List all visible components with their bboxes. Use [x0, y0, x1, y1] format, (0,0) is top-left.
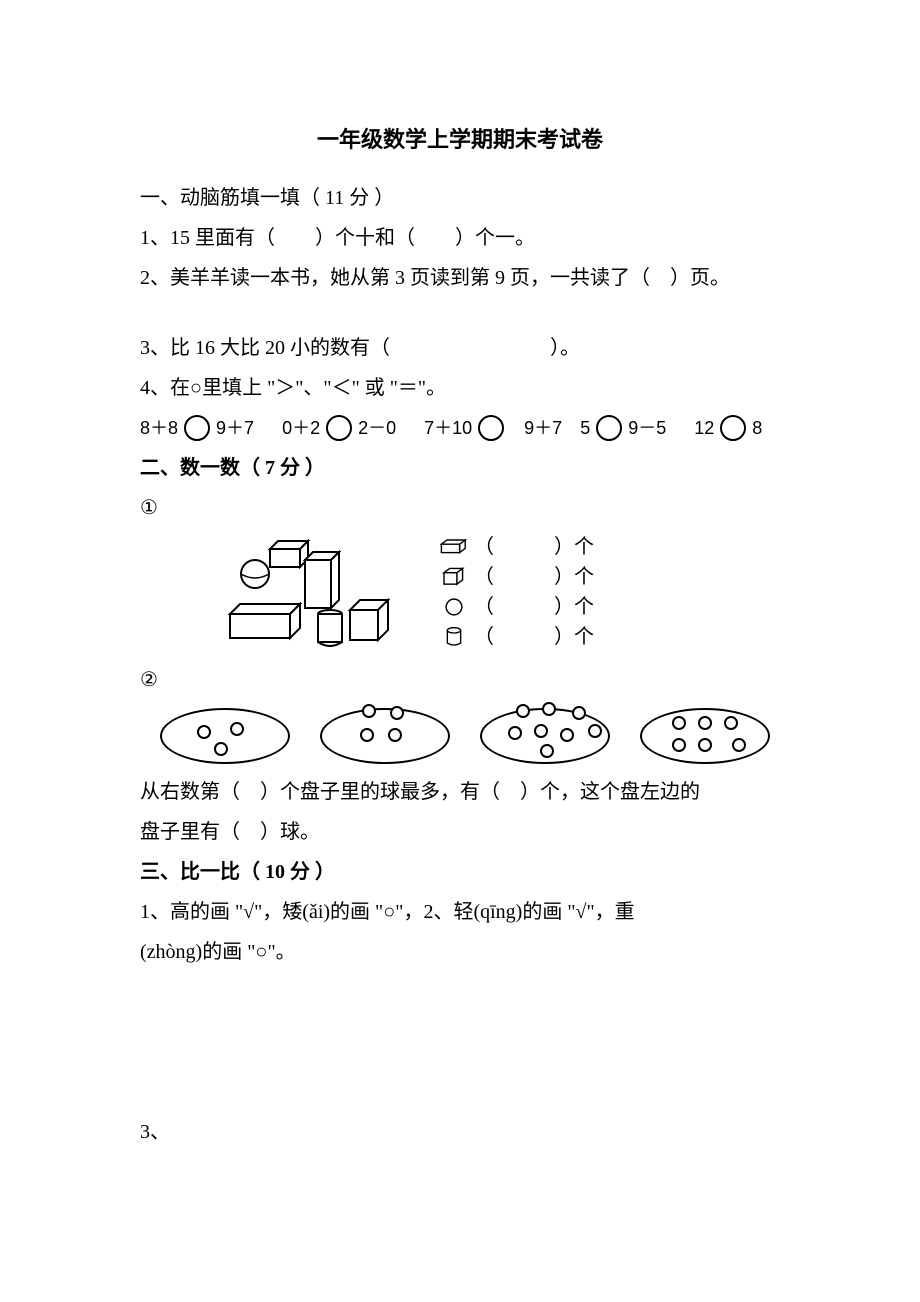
exam-title: 一年级数学上学期期末考试卷: [140, 120, 780, 160]
figure-shapes-count: （ ）个 （ ）个 （ ）个 （ ）个: [220, 532, 780, 652]
section3-header: 三、比一比（ 10 分 ）: [140, 854, 780, 890]
expr-a-right: 9＋7: [216, 412, 254, 444]
plate-2: [320, 708, 450, 764]
section3-q1b: (zhòng)的画 "○"。: [140, 934, 780, 970]
cube-icon: [440, 567, 468, 587]
sphere-icon: [440, 597, 468, 617]
expr-e-right: 8: [752, 412, 762, 444]
legend-1: （ ）个: [474, 532, 594, 562]
comparison-expressions: 8＋8 9＋7 0＋2 2－0 7＋10 9＋7 5 9－5 12 8: [140, 412, 780, 444]
expr-c-left: 7＋10: [424, 412, 472, 444]
section3-q3: 3、: [140, 1114, 780, 1150]
cuboid-icon: [440, 537, 468, 557]
section2-q2a: 从右数第（ ）个盘子里的球最多，有（ ）个，这个盘左边的: [140, 774, 780, 810]
section2-num1: ①: [140, 490, 780, 526]
plate-4: [640, 708, 770, 764]
legend-3: （ ）个: [474, 592, 594, 622]
section2-header: 二、数一数（ 7 分 ）: [140, 450, 780, 486]
q1-1: 1、15 里面有（ ）个十和（ ）个一。: [140, 220, 780, 256]
cylinder-icon: [440, 627, 468, 647]
section2-num2: ②: [140, 662, 158, 698]
circle-blank: [184, 415, 210, 441]
section2-q2b: 盘子里有（ ）球。: [140, 814, 780, 850]
expr-b-right: 2－0: [358, 412, 396, 444]
q1-2: 2、美羊羊读一本书，她从第 3 页读到第 9 页，一共读了（ ）页。: [140, 260, 780, 296]
expr-d-left: 5: [580, 412, 590, 444]
plate-1: [160, 708, 290, 764]
expr-e-left: 12: [694, 412, 714, 444]
section1-header: 一、动脑筋填一填（ 11 分 ）: [140, 180, 780, 216]
circle-blank: [478, 415, 504, 441]
plates-row: [160, 708, 780, 764]
q1-4: 4、在○里填上 "＞"、"＜" 或 "＝"。: [140, 370, 780, 406]
expr-d-right: 9－5: [628, 412, 666, 444]
section3-q1: 1、高的画 "√"，矮(ǎi)的画 "○"，2、轻(qīng)的画 "√"，重: [140, 894, 780, 930]
shapes-legend: （ ）个 （ ）个 （ ）个 （ ）个: [440, 532, 594, 652]
plate-3: [480, 708, 610, 764]
circle-blank: [326, 415, 352, 441]
shapes-3d-illustration: [220, 532, 400, 652]
expr-a-left: 8＋8: [140, 412, 178, 444]
circle-blank: [596, 415, 622, 441]
circle-blank: [720, 415, 746, 441]
expr-c-right: 9＋7: [524, 412, 562, 444]
legend-4: （ ）个: [474, 622, 594, 652]
legend-2: （ ）个: [474, 562, 594, 592]
q1-3: 3、比 16 大比 20 小的数有（ ）。: [140, 330, 780, 366]
expr-b-left: 0＋2: [282, 412, 320, 444]
